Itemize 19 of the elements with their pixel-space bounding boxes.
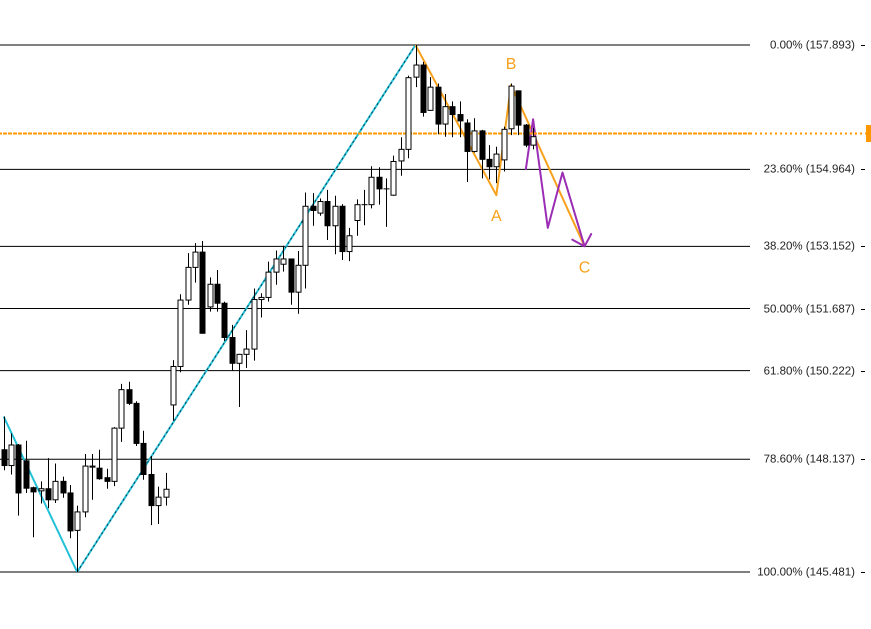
y-tick-label: 61.80% bbox=[764, 366, 803, 378]
candlestick bbox=[458, 100, 464, 138]
y-tick-label: 23.60% bbox=[764, 164, 803, 176]
text: (153.152) bbox=[806, 240, 856, 252]
y-tick-label: 38.20% bbox=[764, 240, 803, 252]
text: (154.964) bbox=[806, 164, 856, 176]
text: (151.687) bbox=[806, 304, 856, 316]
text: (150.222) bbox=[806, 366, 856, 378]
y-tick-label: 50.00% bbox=[764, 304, 803, 316]
y-tick-label: 78.60% bbox=[764, 454, 803, 466]
text: (148.137) bbox=[806, 454, 856, 466]
data-label: A bbox=[490, 208, 502, 225]
candlestick bbox=[164, 472, 170, 506]
y-tick-label: 100.00% bbox=[757, 566, 803, 578]
y-tick-label: 0.00% bbox=[770, 40, 803, 52]
text: (145.481) bbox=[806, 566, 856, 578]
text: (157.893) bbox=[806, 40, 856, 52]
data-label: B bbox=[506, 56, 516, 73]
data-label: C bbox=[578, 258, 590, 276]
